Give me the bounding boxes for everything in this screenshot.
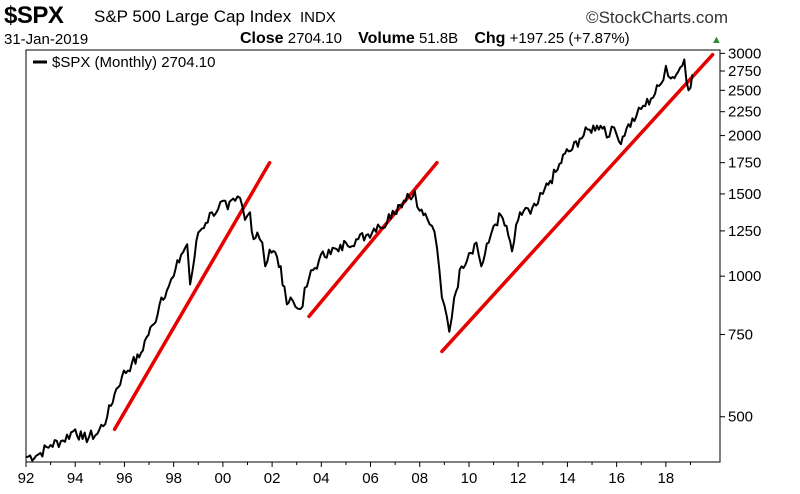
trendline-2 bbox=[307, 160, 439, 319]
x-tick-label-96: 96 bbox=[116, 470, 133, 487]
x-tick-label-04: 04 bbox=[313, 470, 330, 487]
series-line-0 bbox=[25, 58, 694, 462]
y-tick-label-1250: 1250 bbox=[728, 223, 761, 240]
index-name: S&P 500 Large Cap Index INDX bbox=[94, 7, 336, 27]
y-tick-label-2250: 2250 bbox=[728, 104, 761, 121]
x-tick-label-14: 14 bbox=[559, 470, 576, 487]
x-tick-label-94: 94 bbox=[67, 470, 84, 487]
close-value: 2704.10 bbox=[287, 30, 342, 47]
x-tick-label-92: 92 bbox=[18, 470, 35, 487]
brand-watermark: ©StockCharts.com bbox=[586, 8, 728, 27]
x-tick-label-12: 12 bbox=[510, 470, 527, 487]
chart-symbol: $SPX bbox=[4, 2, 64, 29]
x-tick-label-98: 98 bbox=[165, 470, 182, 487]
legend: $SPX (Monthly) 2704.10 bbox=[33, 54, 215, 71]
series-layer bbox=[25, 58, 694, 462]
x-tick-label-18: 18 bbox=[658, 470, 675, 487]
y-tick-label-1500: 1500 bbox=[728, 186, 761, 203]
y-tick-label-2750: 2750 bbox=[728, 63, 761, 80]
y-tick-label-3000: 3000 bbox=[728, 45, 761, 62]
chg-up-arrow-icon: ▲ bbox=[711, 34, 722, 46]
y-tick-label-1750: 1750 bbox=[728, 155, 761, 172]
volume-value: 51.8B bbox=[418, 30, 459, 47]
index-full-name: S&P 500 Large Cap Index bbox=[94, 7, 292, 26]
y-axis: 500 750 1000 1250 1500 1750 2000 2250 2500 275030… bbox=[720, 45, 761, 426]
x-axis: 92 94 96 98 00 02 04 06 08 10 12 14 16 18 bbox=[18, 462, 691, 487]
price-stats: Close 2704.10 Volume 51.8B Chg +197.25 (… bbox=[240, 30, 630, 48]
x-tick-label-06: 06 bbox=[362, 470, 379, 487]
y-tick-label-2500: 2500 bbox=[728, 82, 761, 99]
legend-label: $SPX (Monthly) 2704.10 bbox=[52, 54, 215, 71]
exchange-code: INDX bbox=[299, 9, 336, 26]
x-tick-label-10: 10 bbox=[461, 470, 478, 487]
y-tick-label-750: 750 bbox=[728, 327, 753, 344]
x-tick-label-02: 02 bbox=[264, 470, 281, 487]
chg-value: +197.25 (+7.87%) bbox=[509, 30, 630, 47]
x-tick-label-08: 08 bbox=[411, 470, 428, 487]
chart-date: 31-Jan-2019 bbox=[4, 31, 89, 48]
plot-frame bbox=[25, 49, 721, 463]
volume-label: Volume bbox=[358, 30, 415, 47]
trendline-layer bbox=[112, 52, 715, 432]
chg-label: Chg bbox=[474, 30, 506, 47]
y-tick-label-2000: 2000 bbox=[728, 128, 761, 145]
trendline-1 bbox=[112, 160, 272, 432]
x-tick-label-16: 16 bbox=[608, 470, 625, 487]
x-tick-label-00: 00 bbox=[215, 470, 232, 487]
y-tick-label-1000: 1000 bbox=[728, 268, 761, 285]
trendline-3 bbox=[440, 52, 715, 354]
y-tick-label-500: 500 bbox=[728, 409, 753, 426]
close-label: Close bbox=[240, 30, 284, 47]
